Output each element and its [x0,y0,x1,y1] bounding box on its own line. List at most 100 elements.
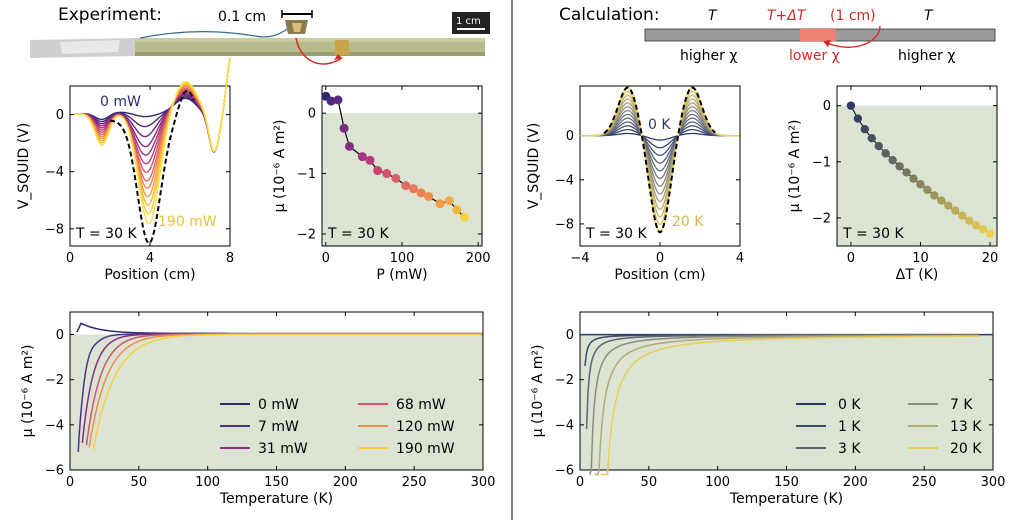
data-point [416,188,426,198]
series-line [580,90,740,226]
calc-chi-right: higher χ [898,48,955,64]
legend-label: 7 mW [258,419,299,435]
data-point [373,166,383,176]
data-point [459,212,469,222]
data-point [326,96,336,106]
x-tick-label: 100 [195,475,220,490]
first-series-label: 0 mW [100,94,141,110]
temperature-annotation: T = 30 K [585,226,647,242]
data-point [846,101,856,110]
small-scale-label: 0.1 cm [218,9,266,25]
data-point [435,199,445,209]
y-tick-label: −2 [297,227,316,242]
negative-region [322,113,482,246]
series-line [73,58,231,225]
y-axis-label: μ (10⁻⁶ A m²) [272,120,288,213]
calc-T-mid-len: (1 cm) [830,8,876,24]
y-tick-label: 0 [823,99,831,114]
data-point [333,95,343,105]
y-tick-label: 0 [56,108,64,123]
y-axis-label: μ (10⁻⁶ A m²) [787,120,803,213]
x-tick-label: 100 [705,475,730,490]
x-tick-label: 150 [774,475,799,490]
chart-exp-mu-temp: 0 50 100 150 200 250 300 0 −2 −4 −6 Temperature (K)… [20,311,495,507]
x-tick-label: 0 [322,251,330,266]
x-tick-label: 300 [981,475,1006,490]
data-point [874,141,883,151]
x-tick-label: 0 [66,475,74,490]
data-point [888,155,897,165]
data-point [951,206,960,215]
data-point [902,168,911,177]
legend-label: 13 K [950,419,982,435]
x-tick-label: −4 [570,251,589,266]
series-line [600,335,980,476]
data-point [452,205,462,215]
data-point [964,216,974,225]
y-tick-label: −6 [555,464,574,479]
x-axis-label: Temperature (K) [219,491,333,507]
legend-label: 0 K [838,397,861,413]
y-axis-label: V_SQUID (V) [526,123,542,210]
data-point [937,196,946,205]
x-tick-label: 50 [641,475,658,490]
y-axis-label: V_SQUID (V) [16,123,32,210]
legend-label: 20 K [950,441,982,457]
plot-frame [579,85,741,247]
series-line [594,334,979,476]
legend-label: 31 mW [258,441,308,457]
y-tick-label: −2 [45,373,64,388]
calculation-title: Calculation: [559,5,660,25]
data-point [382,169,392,179]
calc-chi-mid: lower χ [789,48,840,64]
chart-calc-vsquid: −4 0 4 0 −4 −8 Position (cm) V_SQUID (V) T = 30 … [526,85,744,283]
calc-T-mid: T+ΔT [767,8,807,24]
data-point [357,152,367,162]
series-line [580,94,740,218]
x-tick-label: 200 [843,475,868,490]
first-series-label: 0 K [648,117,671,133]
y-tick-label: −8 [45,222,64,237]
y-tick-label: −4 [555,173,574,188]
x-tick-label: 0 [576,475,584,490]
legend-label: 120 mW [396,419,455,435]
experiment-title: Experiment: [58,5,162,25]
x-tick-label: 0 [847,251,855,266]
data-point [944,201,953,210]
calc-T-left: T [708,8,718,24]
legend-label: 1 K [838,419,861,435]
data-point [985,229,995,238]
x-tick-label: 250 [912,475,937,490]
envelope-dashed [109,89,195,245]
x-tick-label: 150 [264,475,289,490]
y-tick-label: 0 [566,129,574,144]
legend-label: 0 mW [258,397,299,413]
chart-calc-mu-temp: 0 50 100 150 200 250 300 0 −2 −4 −6 Temperature (K)… [530,311,1006,507]
chart-calc-mu-dT: 0 10 20 0 −1 −2 ΔT (K) μ (10⁻⁶ A m²) T = 30 K [787,85,999,283]
data-point [909,174,918,183]
negative-region [70,334,483,470]
data-point [860,125,870,134]
data-point [401,181,411,191]
temperature-annotation: T = 30 K [327,226,389,242]
y-axis-label: μ (10⁻⁶ A m²) [20,345,36,438]
calc-T-right: T [924,8,934,24]
x-tick-label: 0 [656,251,664,266]
x-tick-label: 20 [982,251,999,266]
data-point [444,196,454,206]
legend-label: 190 mW [396,441,455,457]
x-axis-label: ΔT (K) [896,267,939,283]
calc-chi-left: higher χ [680,48,737,64]
negative-region [580,334,993,470]
x-tick-label: 10 [912,251,929,266]
x-tick-label: 200 [333,475,358,490]
data-point [978,224,988,234]
y-tick-label: 0 [566,328,574,343]
data-point [916,180,925,189]
calc-hot-zone [800,29,836,41]
data-point [391,173,401,183]
x-tick-label: 4 [736,251,744,266]
x-axis-label: Position (cm) [104,267,195,283]
plot-frame [836,85,998,247]
